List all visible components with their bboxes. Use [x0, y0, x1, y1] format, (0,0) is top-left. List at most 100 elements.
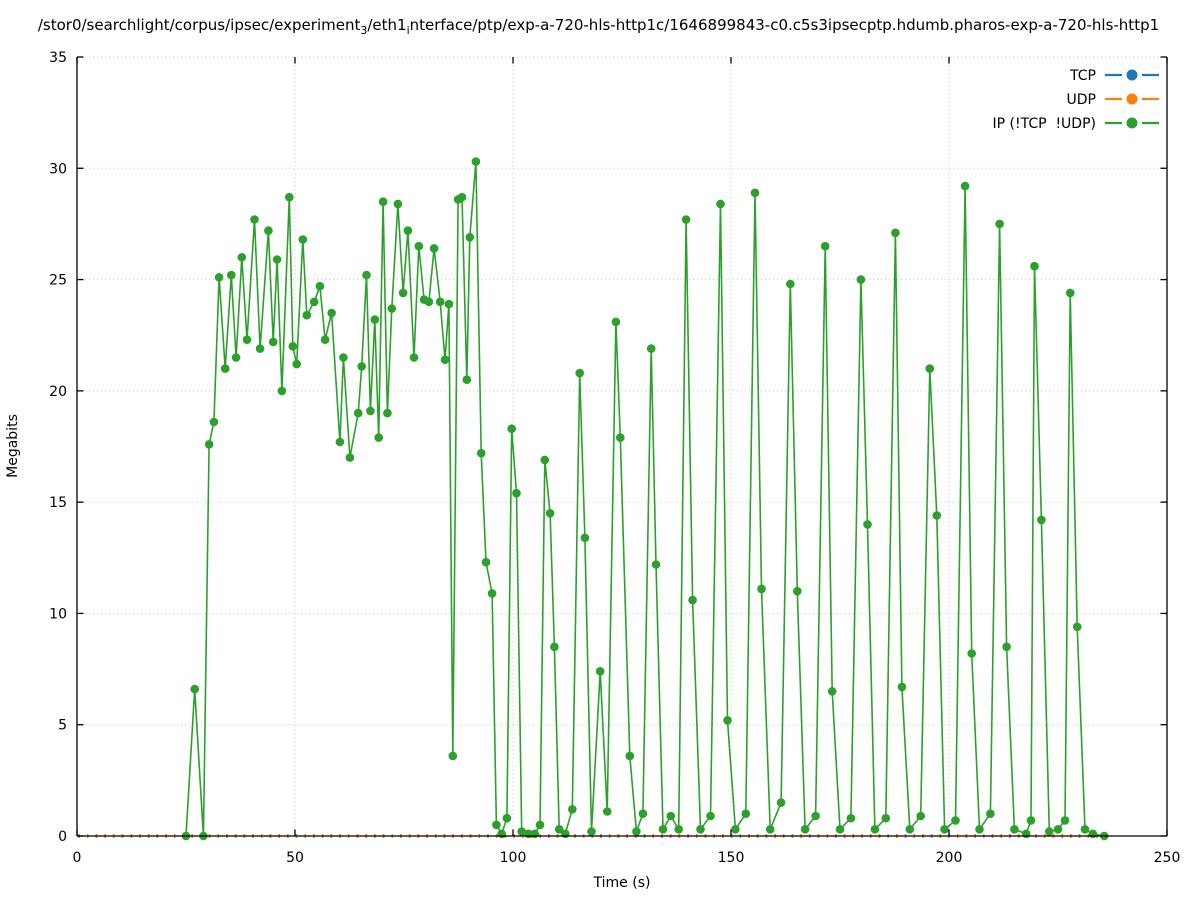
data-point-marker	[448, 751, 458, 761]
x-tick-label: 150	[718, 850, 745, 866]
data-point-marker	[435, 297, 445, 307]
data-point-marker	[575, 368, 584, 378]
data-point-marker	[414, 241, 424, 251]
data-point-marker	[545, 509, 555, 518]
data-point-marker	[716, 199, 725, 209]
data-point-marker	[835, 825, 845, 834]
data-point-marker	[688, 595, 697, 605]
data-point-marker	[1037, 515, 1046, 525]
data-point-marker	[658, 825, 668, 834]
data-point-marker	[951, 816, 960, 825]
data-point-marker	[975, 825, 984, 834]
data-point-marker	[444, 299, 454, 309]
x-tick-label: 100	[500, 850, 527, 866]
data-point-marker	[750, 188, 760, 198]
y-tick-label: 30	[49, 161, 67, 177]
data-point-marker	[327, 308, 336, 318]
data-point-marker	[507, 424, 516, 434]
data-point-marker	[1088, 829, 1098, 839]
x-tick-label: 200	[936, 850, 963, 866]
data-point-marker	[580, 533, 590, 543]
y-tick-label: 20	[49, 384, 67, 400]
data-point-marker	[916, 811, 925, 821]
title-part-1: /stor0/searchlight/corpus/ipsec/experime…	[37, 16, 361, 34]
data-point-marker	[429, 244, 439, 253]
data-point-marker	[881, 813, 891, 823]
legend-entry-tcp: TCP	[1069, 68, 1159, 84]
data-point-marker	[362, 270, 371, 280]
data-point-marker	[595, 667, 605, 676]
data-point-marker	[387, 304, 397, 313]
data-point-marker	[1080, 825, 1090, 834]
x-tick-label: 50	[286, 850, 304, 866]
data-point-marker	[940, 825, 949, 834]
legend-entry-udp: UDP	[1067, 92, 1159, 108]
y-tick-label: 5	[58, 718, 67, 734]
data-point-marker	[616, 433, 625, 442]
legend-marker-tcp	[1126, 69, 1138, 81]
data-point-marker	[870, 825, 880, 834]
data-point-marker	[674, 825, 683, 834]
title-subscript-2: i	[406, 24, 410, 37]
data-point-marker	[1021, 829, 1031, 839]
data-point-marker	[602, 807, 612, 816]
data-point-marker	[765, 825, 775, 834]
data-point-marker	[554, 825, 564, 834]
data-point-marker	[264, 226, 273, 235]
title-part-2: /eth1	[367, 16, 407, 34]
data-point-marker	[1026, 816, 1036, 825]
data-point-marker	[800, 825, 810, 834]
data-point-marker	[856, 275, 866, 284]
data-point-marker	[1060, 816, 1070, 825]
data-point-marker	[535, 820, 545, 830]
data-point-marker	[632, 827, 641, 836]
data-point-marker	[366, 406, 375, 416]
data-point-marker	[681, 215, 691, 224]
data-point-marker	[370, 315, 380, 324]
data-point-marker	[227, 270, 236, 280]
data-point-marker	[651, 560, 661, 569]
x-tick-label: 0	[73, 850, 82, 866]
x-tick-label: 250	[1154, 850, 1181, 866]
data-point-marker	[403, 226, 413, 235]
data-point-marker	[986, 809, 995, 818]
tick-labels: 0 50 100 150 200 250 0 5 10 15 20 25 30 35	[49, 50, 1180, 866]
data-point-marker	[625, 751, 635, 761]
data-point-marker	[611, 317, 621, 327]
data-point-marker	[995, 219, 1004, 229]
data-point-marker	[409, 353, 419, 362]
data-point-marker	[960, 181, 970, 191]
x-axis-label: Time (s)	[593, 875, 651, 891]
data-point-marker	[440, 355, 450, 365]
chart-title: /stor0/searchlight/corpus/ipsec/experime…	[0, 16, 1197, 37]
legend-label-tcp: TCP	[1069, 68, 1096, 84]
data-point-marker	[517, 827, 526, 836]
data-point-marker	[530, 829, 540, 839]
data-point-marker	[863, 520, 872, 529]
data-point-marker	[638, 809, 648, 818]
legend: TCP UDP IP (!TCP !UDP)	[993, 68, 1159, 132]
data-point-marker	[1045, 827, 1054, 836]
legend-label-ip: IP (!TCP !UDP)	[993, 116, 1097, 132]
title-part-3: nterface/ptp/exp-a-720-hls-http1c/164689…	[409, 16, 1160, 34]
data-point-marker	[502, 813, 512, 823]
data-point-marker	[231, 353, 241, 362]
data-point-marker	[967, 649, 976, 658]
data-point-marker	[897, 682, 907, 692]
data-point-marker	[383, 408, 392, 418]
axes	[76, 56, 1168, 837]
data-point-marker	[706, 811, 715, 821]
data-point-marker	[512, 488, 521, 498]
data-point-marker	[696, 825, 705, 834]
data-point-marker	[345, 453, 355, 462]
legend-marker-ip	[1126, 117, 1138, 129]
data-point-marker	[242, 335, 252, 345]
legend-entry-ip: IP (!TCP !UDP)	[993, 116, 1159, 132]
data-point-marker	[255, 344, 265, 353]
y-tick-label: 0	[58, 829, 67, 845]
data-point-marker	[497, 829, 507, 839]
data-point-marker	[741, 809, 751, 818]
data-point-marker	[214, 273, 224, 282]
data-point-marker	[250, 215, 259, 224]
data-point-marker	[272, 255, 282, 264]
